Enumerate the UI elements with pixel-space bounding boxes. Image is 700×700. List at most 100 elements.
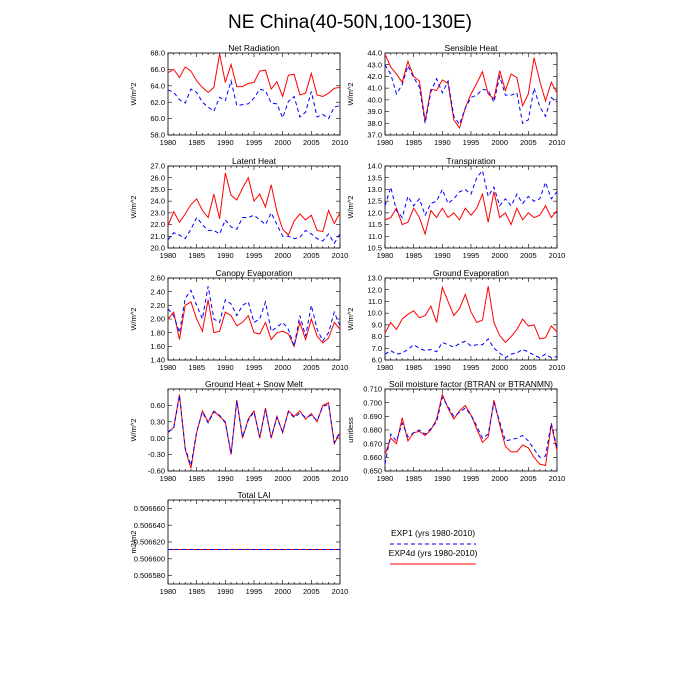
- series-line-exp4d: [167, 172, 341, 237]
- x-tick-label: 1995: [463, 363, 480, 372]
- y-tick-label: 37.0: [367, 131, 382, 140]
- x-tick-label: 2005: [520, 138, 537, 147]
- y-tick-label: 0.60: [150, 401, 165, 410]
- y-tick-label: 0.650: [363, 467, 382, 476]
- x-tick-label: 1980: [160, 251, 177, 260]
- series-line-exp4d: [167, 299, 341, 348]
- panel-title: Transpiration: [446, 156, 496, 166]
- x-tick-label: 1980: [377, 138, 394, 147]
- x-tick-label: 1980: [377, 474, 394, 483]
- y-axis-label: W/m^2: [129, 418, 138, 441]
- y-tick-label: 8.0: [372, 332, 382, 341]
- x-tick-label: 2010: [332, 138, 349, 147]
- series-line-exp4d: [384, 191, 558, 236]
- x-tick-label: 2000: [274, 363, 291, 372]
- panel-title: Ground Heat + Snow Melt: [205, 379, 304, 389]
- plot-frame: [167, 277, 341, 361]
- panel-1: Net Radiation W/m^2 1980 1985 1990 1995 2000 20…: [129, 43, 348, 147]
- y-tick-label: 0.670: [363, 439, 382, 448]
- y-tick-label: 41.0: [367, 84, 382, 93]
- x-tick-label: 1985: [405, 251, 422, 260]
- series-line-exp1: [384, 395, 558, 465]
- series-line-exp4d: [384, 285, 558, 344]
- panel-9: Total LAI m2/m2 1980 1985 1990 1995 2000 2005 20…: [129, 490, 348, 596]
- x-tick-label: 2000: [274, 474, 291, 483]
- panel-title: Canopy Evaporation: [215, 268, 292, 278]
- x-tick-label: 1980: [377, 363, 394, 372]
- legend-label: EXP4d (yrs 1980-2010): [389, 548, 478, 558]
- x-tick-label: 2005: [303, 587, 320, 596]
- panel-7: Ground Heat + Snow Melt W/m^2 1980 1985 1990…: [129, 379, 348, 483]
- y-tick-label: 7.0: [372, 344, 382, 353]
- y-tick-label: 12.5: [367, 197, 382, 206]
- y-tick-label: 2.20: [150, 301, 165, 310]
- y-tick-label: 42.0: [367, 72, 382, 81]
- x-tick-label: 2005: [303, 251, 320, 260]
- series-line-exp1: [167, 211, 341, 245]
- x-tick-label: 1995: [246, 474, 263, 483]
- x-tick-label: 1995: [463, 474, 480, 483]
- y-tick-label: 21.0: [150, 232, 165, 241]
- x-tick-label: 1995: [463, 138, 480, 147]
- x-tick-label: 2000: [491, 138, 508, 147]
- series-line-exp4d: [384, 392, 558, 467]
- y-tick-label: 1.80: [150, 328, 165, 337]
- y-tick-label: 0.700: [363, 398, 382, 407]
- plot-frame: [384, 165, 558, 249]
- y-tick-label: 27.0: [150, 162, 165, 171]
- x-tick-label: 2010: [549, 251, 566, 260]
- x-tick-label: 1985: [188, 251, 205, 260]
- y-tick-label: 24.0: [150, 197, 165, 206]
- panel-title: Sensible Heat: [445, 43, 499, 53]
- y-tick-label: 10.0: [367, 309, 382, 318]
- series-line-exp1: [167, 286, 341, 349]
- y-tick-label: 14.0: [367, 162, 382, 171]
- x-tick-label: 2010: [332, 251, 349, 260]
- y-tick-label: 11.5: [368, 220, 382, 229]
- x-tick-label: 1985: [405, 474, 422, 483]
- y-tick-label: 0.30: [150, 417, 165, 426]
- y-tick-label: 11.0: [368, 232, 382, 241]
- y-axis-label: W/m^2: [129, 307, 138, 330]
- x-tick-label: 1985: [188, 474, 205, 483]
- x-tick-label: 2005: [303, 138, 320, 147]
- y-tick-label: 0.680: [363, 426, 382, 435]
- x-tick-label: 1995: [246, 587, 263, 596]
- x-tick-label: 1990: [434, 138, 451, 147]
- x-tick-label: 2005: [303, 474, 320, 483]
- y-tick-label: 0.660: [363, 453, 382, 462]
- y-tick-label: 64.0: [150, 81, 165, 90]
- legend-label: EXP1 (yrs 1980-2010): [391, 528, 475, 538]
- x-tick-label: 1985: [188, 363, 205, 372]
- panel-title: Total LAI: [237, 490, 270, 500]
- y-tick-label: 22.0: [150, 220, 165, 229]
- x-tick-label: 2010: [549, 363, 566, 372]
- plot-frame: [167, 165, 341, 249]
- x-tick-label: 2000: [274, 587, 291, 596]
- x-tick-label: 2010: [332, 474, 349, 483]
- panel-title: Net Radiation: [228, 43, 280, 53]
- panel-title: Soil moisture factor (BTRAN or BTRANMN): [389, 379, 553, 389]
- x-tick-label: 1990: [434, 474, 451, 483]
- panel-6: Ground Evaporation W/m^2 1980 1985 1990 1995 2…: [346, 268, 565, 372]
- plot-frame: [167, 52, 341, 136]
- x-tick-label: 1990: [217, 251, 234, 260]
- series-line-exp4d: [384, 53, 558, 130]
- x-tick-label: 1985: [188, 138, 205, 147]
- y-tick-label: 44.0: [367, 49, 382, 58]
- y-tick-label: 0.506660: [134, 504, 165, 513]
- x-tick-label: 1990: [217, 363, 234, 372]
- y-tick-label: 12.0: [367, 208, 382, 217]
- y-tick-label: -0.60: [148, 467, 165, 476]
- legend: EXP1 (yrs 1980-2010) EXP4d (yrs 1980-2010…: [389, 528, 478, 565]
- y-tick-label: 10.5: [367, 244, 382, 253]
- panel-grid: Net Radiation W/m^2 1980 1985 1990 1995 2000 20…: [129, 43, 565, 596]
- y-tick-label: 0.506620: [134, 538, 165, 547]
- y-tick-label: 9.0: [372, 320, 382, 329]
- y-tick-label: 66.0: [150, 65, 165, 74]
- x-tick-label: 1990: [217, 474, 234, 483]
- x-tick-label: 1990: [434, 251, 451, 260]
- x-tick-label: 2010: [549, 474, 566, 483]
- x-tick-label: 1995: [246, 363, 263, 372]
- y-tick-label: 13.5: [367, 173, 382, 182]
